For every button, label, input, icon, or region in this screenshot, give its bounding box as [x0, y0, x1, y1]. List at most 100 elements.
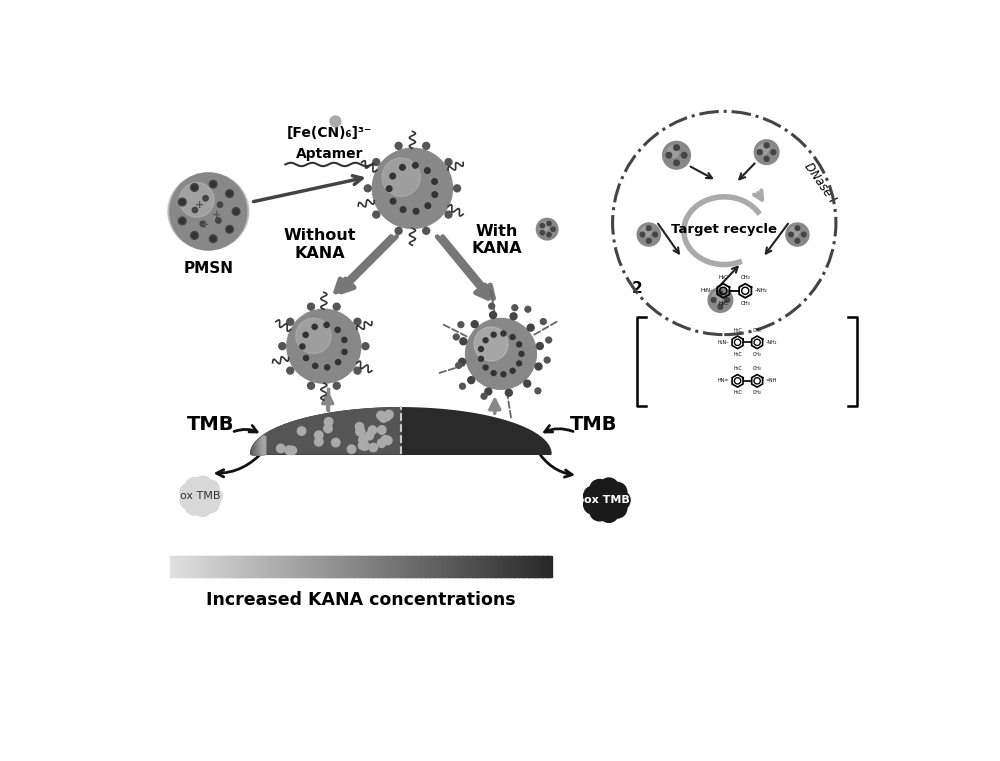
Circle shape — [180, 492, 197, 509]
Bar — [484, 556, 486, 577]
Bar — [259, 439, 261, 454]
Bar — [521, 556, 523, 577]
Circle shape — [512, 304, 518, 310]
Circle shape — [312, 324, 317, 330]
Circle shape — [674, 145, 679, 151]
Bar — [397, 556, 399, 577]
Circle shape — [501, 331, 506, 336]
Bar — [538, 556, 540, 577]
Bar — [476, 556, 478, 577]
Bar — [350, 556, 352, 577]
Circle shape — [179, 183, 214, 217]
Bar — [170, 556, 172, 577]
Bar — [235, 556, 237, 577]
Bar — [527, 556, 529, 577]
Bar — [499, 556, 501, 577]
Bar — [258, 440, 260, 454]
Bar — [411, 556, 413, 577]
Bar — [278, 556, 280, 577]
Bar — [200, 556, 202, 577]
Bar — [444, 556, 446, 577]
Circle shape — [192, 233, 197, 237]
Bar — [425, 556, 427, 577]
Circle shape — [483, 365, 488, 370]
Bar — [529, 556, 531, 577]
Bar — [254, 444, 256, 454]
Circle shape — [313, 363, 318, 368]
Circle shape — [209, 235, 217, 243]
Bar — [336, 556, 338, 577]
Bar — [253, 446, 255, 454]
Circle shape — [491, 371, 496, 376]
Bar — [339, 556, 341, 577]
Bar — [260, 438, 263, 454]
Circle shape — [186, 478, 203, 495]
Bar — [307, 556, 309, 577]
Circle shape — [308, 382, 314, 389]
Bar — [263, 556, 265, 577]
Bar — [277, 556, 279, 577]
Bar — [285, 556, 288, 577]
Circle shape — [180, 483, 197, 501]
Bar — [413, 556, 415, 577]
Bar — [329, 556, 331, 577]
Circle shape — [202, 480, 219, 498]
Circle shape — [373, 158, 380, 166]
Bar — [379, 556, 382, 577]
Circle shape — [381, 435, 389, 444]
Bar — [254, 556, 256, 577]
Bar — [322, 556, 324, 577]
Bar — [222, 556, 224, 577]
Bar — [202, 556, 204, 577]
Bar — [191, 556, 193, 577]
Circle shape — [373, 211, 380, 218]
Text: CH₃: CH₃ — [753, 352, 762, 357]
Circle shape — [390, 174, 395, 179]
Bar — [207, 556, 209, 577]
Bar — [261, 438, 263, 454]
Circle shape — [378, 425, 386, 434]
Bar — [543, 556, 545, 577]
Bar — [208, 556, 210, 577]
Circle shape — [547, 233, 551, 237]
Bar — [180, 556, 182, 577]
Bar — [341, 556, 343, 577]
Bar — [240, 556, 242, 577]
Bar — [429, 556, 431, 577]
Bar — [261, 437, 264, 454]
Bar — [508, 556, 510, 577]
Bar — [282, 556, 284, 577]
Bar — [402, 556, 404, 577]
Circle shape — [795, 239, 800, 244]
Circle shape — [300, 344, 305, 349]
Bar — [460, 556, 462, 577]
Circle shape — [535, 363, 542, 370]
Bar — [254, 445, 256, 454]
Circle shape — [535, 388, 541, 393]
Bar — [223, 556, 225, 577]
Circle shape — [358, 441, 367, 450]
Text: H₃C: H₃C — [733, 352, 742, 357]
Circle shape — [423, 228, 430, 234]
Bar — [338, 556, 340, 577]
Circle shape — [205, 488, 222, 505]
Text: TMB: TMB — [570, 416, 617, 435]
Circle shape — [400, 164, 405, 170]
Bar — [197, 556, 199, 577]
Text: CH₃: CH₃ — [740, 275, 750, 280]
Circle shape — [489, 303, 495, 309]
Bar — [504, 556, 506, 577]
Bar — [232, 556, 234, 577]
Circle shape — [217, 202, 223, 208]
Bar — [542, 556, 544, 577]
Bar — [259, 556, 261, 577]
Bar — [340, 556, 342, 577]
Circle shape — [180, 199, 185, 204]
Bar — [466, 556, 468, 577]
Bar — [388, 556, 390, 577]
Bar — [526, 556, 528, 577]
Bar — [259, 439, 261, 454]
Text: CuWO₄: CuWO₄ — [419, 458, 467, 471]
Bar — [188, 556, 190, 577]
Bar — [481, 556, 483, 577]
